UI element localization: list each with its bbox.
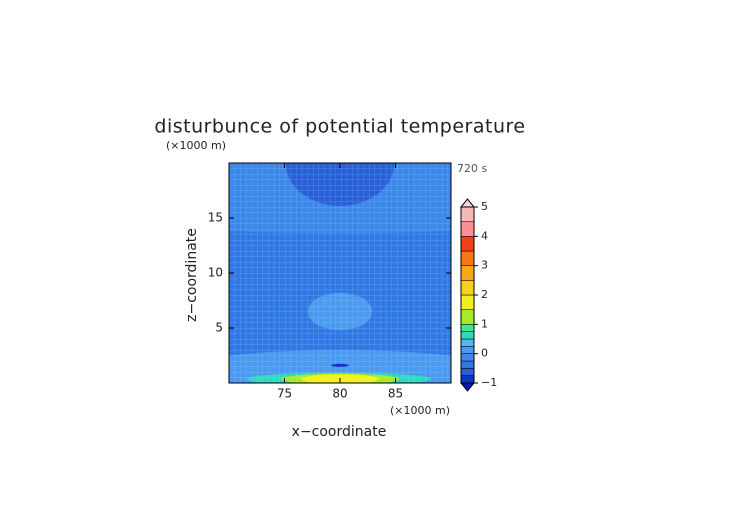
colorbar-bin bbox=[460, 375, 475, 384]
colorbar-bin bbox=[460, 338, 475, 347]
y-tick-label: 5 bbox=[215, 321, 223, 335]
model-grid bbox=[229, 163, 451, 383]
colorbar-tick-label: 5 bbox=[481, 200, 488, 213]
colorbar-bin bbox=[460, 250, 475, 266]
colorbar-bin bbox=[460, 265, 475, 281]
colorbar-bin bbox=[460, 331, 475, 340]
colorbar-bin bbox=[460, 294, 475, 310]
x-tick-label: 85 bbox=[388, 387, 403, 401]
colorbar-tick-label: 1 bbox=[481, 317, 488, 330]
colorbar-bin bbox=[460, 221, 475, 237]
colorbar-bin bbox=[460, 346, 475, 354]
colorbar-bin bbox=[460, 236, 475, 252]
colorbar-bin bbox=[460, 368, 475, 376]
colorbar-tick-label: 4 bbox=[481, 229, 488, 242]
y-axis-label: z−coordinate bbox=[184, 228, 200, 322]
colorbar-bin bbox=[460, 309, 475, 325]
y-unit: (×1000 m) bbox=[166, 139, 226, 152]
chart-title: disturbunce of potential temperature bbox=[154, 116, 525, 138]
y-tick-label: 10 bbox=[208, 266, 223, 280]
y-tick-label: 15 bbox=[208, 211, 223, 225]
colorbar-bin bbox=[460, 280, 475, 296]
colorbar-over bbox=[459, 198, 476, 208]
x-tick-label: 75 bbox=[277, 387, 292, 401]
colorbar-bin bbox=[460, 324, 475, 332]
time-label: 720 s bbox=[457, 162, 487, 175]
x-axis-label: x−coordinate bbox=[292, 424, 387, 440]
axes: 75 80 85 5 10 15 bbox=[208, 163, 451, 401]
colorbar: −1 0 1 2 3 4 5 bbox=[459, 198, 497, 392]
colorbar-tick-label: 2 bbox=[481, 288, 488, 301]
colorbar-under bbox=[459, 382, 476, 392]
x-tick-label: 80 bbox=[332, 387, 347, 401]
colorbar-bin bbox=[460, 353, 475, 362]
colorbar-bin bbox=[460, 360, 475, 369]
colorbar-tick-label: −1 bbox=[481, 376, 497, 389]
x-unit: (×1000 m) bbox=[390, 404, 450, 417]
colorbar-tick-label: 3 bbox=[481, 259, 488, 272]
colorbar-tick-label: 0 bbox=[481, 347, 488, 360]
colorbar-bin bbox=[460, 206, 475, 222]
